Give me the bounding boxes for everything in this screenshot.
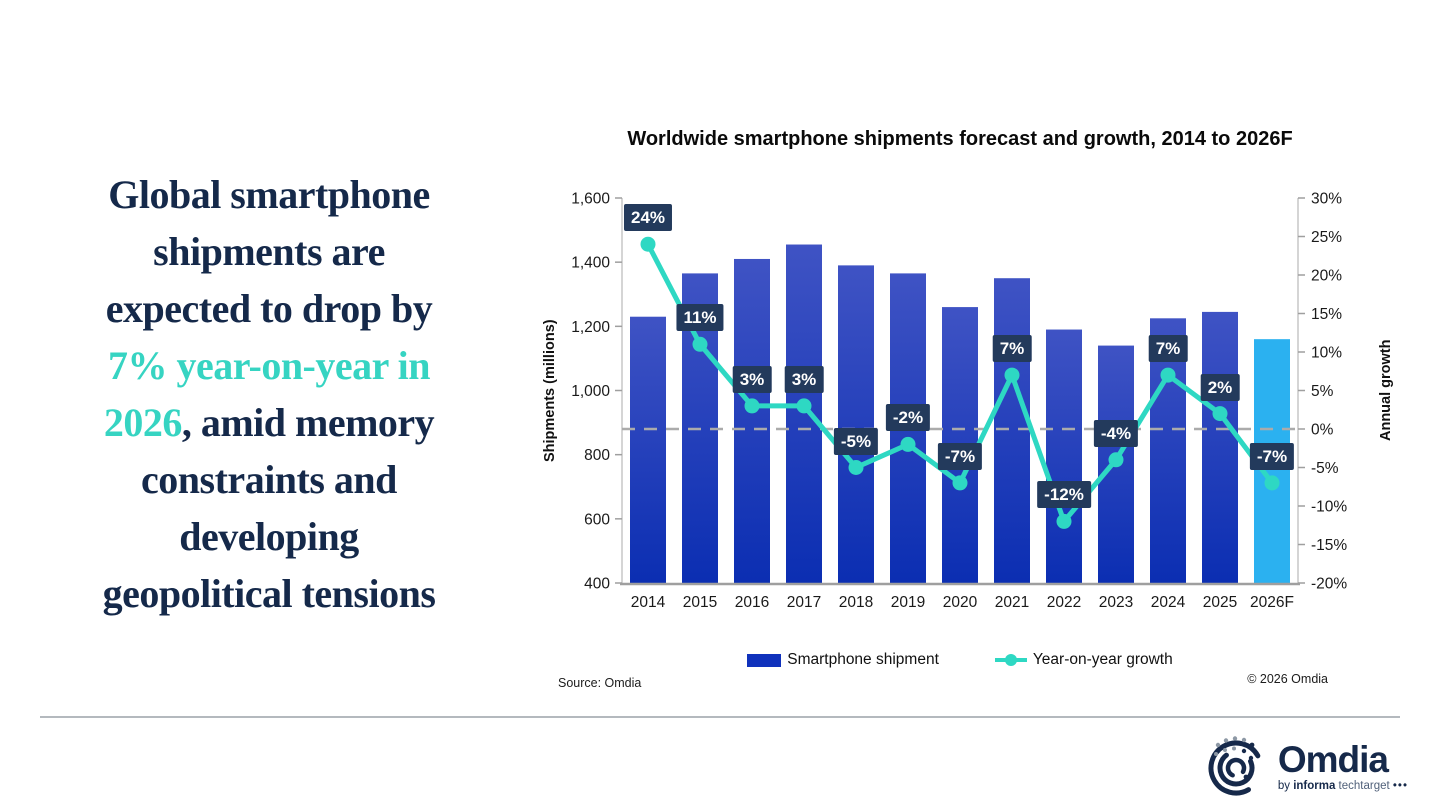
footer-divider xyxy=(40,716,1400,718)
bar-2018 xyxy=(838,265,874,583)
headline-line: 7% year-on-year in xyxy=(48,337,490,394)
headline-line: developing xyxy=(48,508,490,565)
y-left-tick-label: 1,400 xyxy=(571,255,610,272)
headline: Global smartphone shipments are expected t… xyxy=(48,166,490,622)
x-tick-label-2019: 2019 xyxy=(891,594,925,611)
chart-plot: 1,600 1,400 1,200 1,000 800 600 400 30% 25% 20% 15… xyxy=(571,191,1347,612)
omdia-wordmark: Omdia xyxy=(1277,738,1389,780)
headline-segment: 2026 xyxy=(103,400,183,445)
growth-marker-2014 xyxy=(640,236,656,252)
y-right-tick-label: -5% xyxy=(1311,460,1339,477)
headline-segment: constraints and xyxy=(141,457,397,502)
bar-2025 xyxy=(1202,311,1238,583)
headline-line: expected to drop by xyxy=(48,280,490,337)
growth-marker-2017 xyxy=(796,398,812,414)
growth-marker-2019 xyxy=(900,436,916,452)
omdia-logo-icon xyxy=(1208,736,1264,796)
legend-label-shipments: Smartphone shipment xyxy=(787,651,939,668)
y-right-tick-label: 0% xyxy=(1311,422,1334,439)
line-swatch-icon xyxy=(994,653,1027,667)
y-left-tick-label: 400 xyxy=(584,576,610,593)
growth-marker-2020 xyxy=(952,475,968,491)
x-tick-label-2024: 2024 xyxy=(1151,594,1186,611)
headline-segment: geopolitical tensions xyxy=(102,571,436,616)
headline-line: constraints and xyxy=(48,451,490,508)
bar-2020 xyxy=(942,307,978,583)
growth-marker-2015 xyxy=(692,336,708,352)
x-tick-label-2021: 2021 xyxy=(995,594,1029,611)
copyright-note: © 2026 Omdia xyxy=(1247,672,1328,686)
headline-segment: 7% year-on-year in xyxy=(107,343,431,388)
y-right-tick-label: -15% xyxy=(1311,537,1347,554)
bar-2024 xyxy=(1150,318,1186,583)
legend-item-growth: Year-on-year growth xyxy=(994,651,1173,669)
bar-swatch-icon xyxy=(747,653,782,667)
y-left-tick-label: 1,600 xyxy=(571,191,610,208)
source-note: Source: Omdia xyxy=(558,676,642,690)
growth-marker-2023 xyxy=(1108,452,1124,468)
headline-line: geopolitical tensions xyxy=(48,565,490,622)
growth-marker-2016 xyxy=(744,398,760,414)
x-tick-label-2023: 2023 xyxy=(1099,594,1133,611)
bar-2022 xyxy=(1046,329,1082,583)
growth-marker-2024 xyxy=(1160,367,1176,383)
headline-line: shipments are xyxy=(48,223,490,280)
headline-segment: , amid memory xyxy=(181,400,435,445)
x-tick-label-2018: 2018 xyxy=(839,594,873,611)
chart-title: Worldwide smartphone shipments forecast … xyxy=(627,128,1293,150)
omdia-logo-text: Omdia by informa techtarget ••• xyxy=(1277,738,1408,792)
y-right-tick-label: 30% xyxy=(1311,191,1342,208)
x-tick-label-2026F: 2026F xyxy=(1250,594,1294,611)
y-left-tick-label: 1,000 xyxy=(571,383,610,400)
growth-marker-2018 xyxy=(848,460,864,475)
y-right-tick-label: 20% xyxy=(1311,268,1342,285)
bar-2017 xyxy=(786,244,822,584)
y-right-tick-label: 25% xyxy=(1311,229,1342,246)
headline-segment: developing xyxy=(179,514,359,559)
omdia-logo-subtitle: by informa techtarget ••• xyxy=(1277,779,1408,792)
headline-segment: expected to drop by xyxy=(105,286,433,331)
y-right-tick-label: -10% xyxy=(1311,499,1347,516)
bar-2014 xyxy=(630,316,666,583)
bar-2026F xyxy=(1254,339,1290,583)
chart-area: Worldwide smartphone shipments forecast … xyxy=(520,100,1420,700)
omdia-logo: Omdia by informa techtarget ••• xyxy=(1204,732,1408,800)
x-tick-label-2017: 2017 xyxy=(787,594,821,611)
y-right-tick-label: 10% xyxy=(1311,345,1342,362)
y-left-tick-label: 600 xyxy=(584,511,610,528)
x-tick-label-2022: 2022 xyxy=(1047,594,1081,611)
legend-item-shipments: Smartphone shipment xyxy=(747,651,939,669)
growth-marker-2026F xyxy=(1264,475,1280,491)
x-tick-label-2015: 2015 xyxy=(683,594,717,611)
headline-line: Global smartphone xyxy=(48,166,490,223)
growth-marker-2025 xyxy=(1212,406,1228,422)
bar-2016 xyxy=(734,258,770,583)
x-tick-label-2016: 2016 xyxy=(735,594,769,611)
y-left-tick-label: 800 xyxy=(584,447,610,464)
headline-segment: Global smartphone xyxy=(108,172,430,217)
legend-label-growth: Year-on-year growth xyxy=(1032,651,1173,668)
x-tick-label-2025: 2025 xyxy=(1203,594,1237,611)
y-right-tick-label: 15% xyxy=(1311,306,1342,323)
growth-marker-2021 xyxy=(1004,367,1020,383)
legend: Smartphone shipment Year-on-year growth xyxy=(622,651,1298,669)
x-tick-label-2020: 2020 xyxy=(943,594,978,611)
headline-segment: shipments are xyxy=(153,229,385,274)
bar-2021 xyxy=(994,278,1030,583)
y-left-tick-label: 1,200 xyxy=(571,319,610,336)
y-right-tick-label: 5% xyxy=(1311,383,1334,400)
growth-marker-2022 xyxy=(1056,513,1072,529)
headline-line: 2026, amid memory xyxy=(48,394,490,451)
y-right-tick-label: -20% xyxy=(1311,576,1347,593)
x-tick-label-2014: 2014 xyxy=(631,594,666,611)
